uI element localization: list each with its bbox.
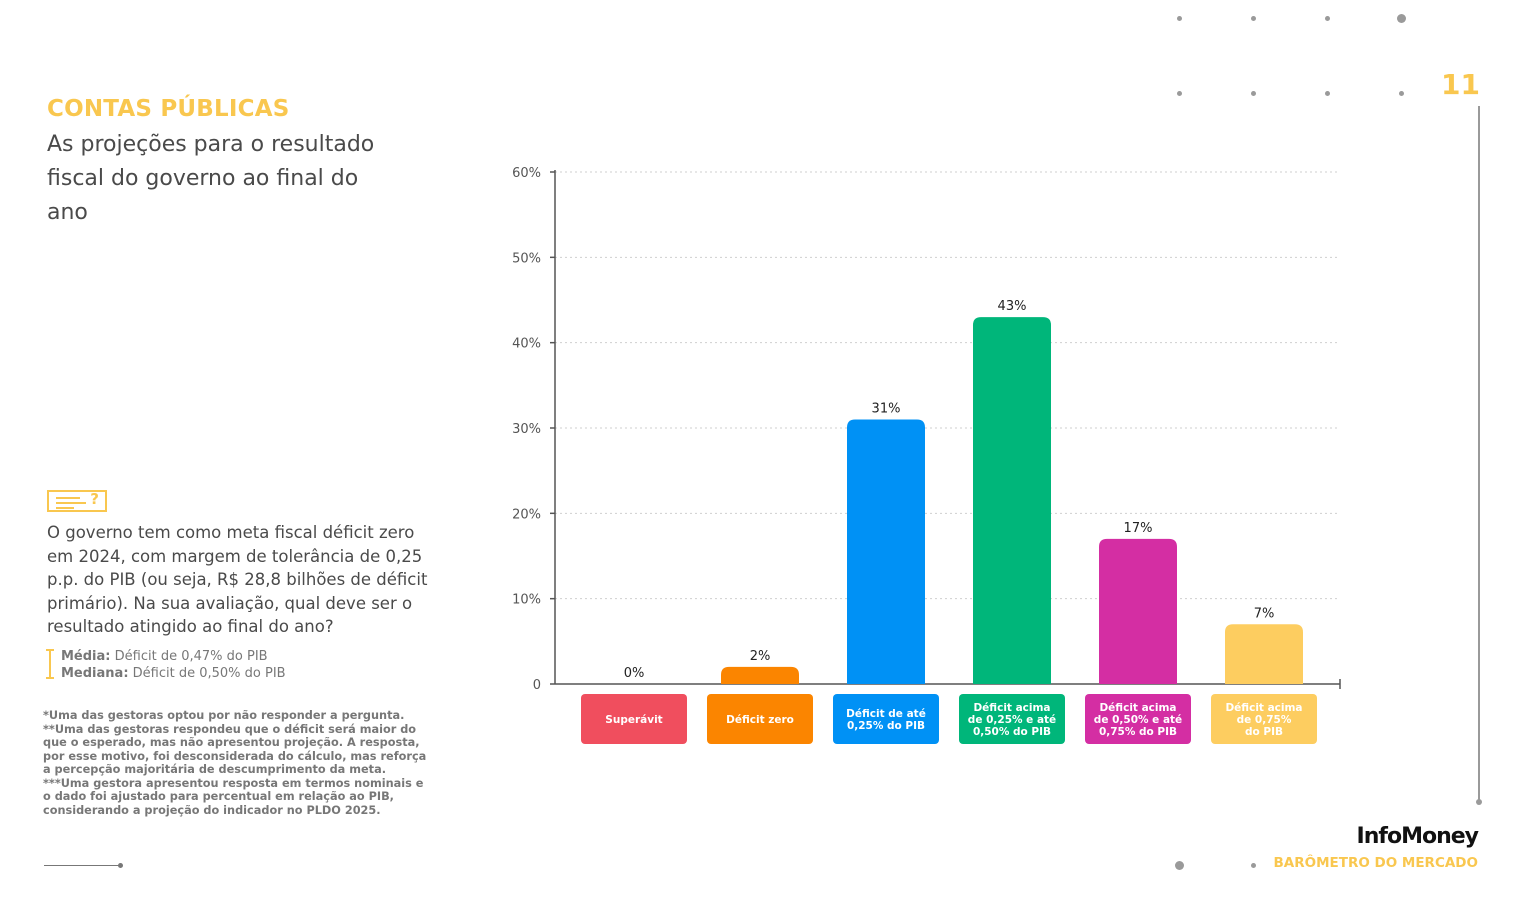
y-tick-label: 60% <box>512 166 541 181</box>
footnote: *Uma das gestoras optou por não responde… <box>43 709 405 722</box>
bar <box>847 419 925 684</box>
category-box <box>707 694 813 744</box>
decor-dot <box>1397 14 1406 23</box>
decor-dot <box>1251 863 1256 868</box>
decorative-vertical-line <box>1476 106 1482 805</box>
footnotes: *Uma das gestoras optou por não responde… <box>43 709 433 817</box>
median-label: Mediana: <box>61 666 129 681</box>
bar <box>1099 538 1177 684</box>
decor-dot <box>1177 16 1182 21</box>
x-tick-label: Déficit acima de 0,50% e até 0,75% do PIB <box>1094 702 1182 738</box>
category-box <box>833 694 939 744</box>
decorative-line <box>44 863 123 868</box>
y-tick-label: 10% <box>512 593 541 608</box>
x-tick-label-line: Déficit zero <box>726 714 794 726</box>
mean-value: Déficit de 0,47% do PIB <box>114 649 268 664</box>
decor-dot <box>1251 16 1256 21</box>
data-label: 7% <box>1254 606 1275 621</box>
decor-dot <box>1325 91 1330 96</box>
survey-question: O governo tem como meta fiscal déficit z… <box>47 523 428 636</box>
page-number: 11 <box>1441 68 1480 101</box>
section-title: CONTAS PÚBLICAS <box>47 96 290 122</box>
x-tick-label-line: Déficit de até <box>846 708 926 720</box>
x-tick-label-line: Déficit acima <box>1099 702 1176 714</box>
y-tick-label: 0 <box>533 678 541 693</box>
question-note-icon: ? <box>47 490 107 512</box>
x-tick-label: Superávit <box>605 714 662 726</box>
x-tick-label-line: de 0,50% e até <box>1094 714 1182 726</box>
bar <box>973 317 1051 684</box>
y-tick-label: 50% <box>512 251 541 266</box>
x-tick-label-line: de 0,75% <box>1237 714 1292 726</box>
category-box <box>1085 694 1191 744</box>
data-label: 2% <box>750 649 771 664</box>
x-tick-label-line: Superávit <box>605 714 662 726</box>
x-tick-label-line: 0,75% do PIB <box>1099 726 1177 738</box>
x-tick-label-line: 0,25% do PIB <box>847 720 925 732</box>
x-tick-label: Déficit zero <box>726 714 794 726</box>
x-tick-label: Déficit de até 0,25% do PIB <box>846 708 926 732</box>
x-tick-label-line: de 0,25% e até <box>968 714 1056 726</box>
category-box <box>1211 694 1317 744</box>
data-label: 31% <box>872 401 901 416</box>
category-box <box>959 694 1065 744</box>
mean-label: Média: <box>61 649 111 664</box>
bar <box>1225 624 1303 684</box>
y-tick-label: 30% <box>512 422 541 437</box>
decor-dot <box>1325 16 1330 21</box>
footnote: ***Uma gestora apresentou resposta em te… <box>43 776 424 817</box>
category-box <box>581 694 687 744</box>
bar <box>721 666 799 684</box>
publication-name: BARÔMETRO DO MERCADO <box>1273 855 1478 871</box>
median-value: Déficit de 0,50% do PIB <box>132 666 286 681</box>
summary-stats: Média: Déficit de 0,47% do PIB Mediana: … <box>46 648 286 682</box>
decor-dot <box>1177 91 1182 96</box>
y-tick-label: 40% <box>512 337 541 352</box>
x-tick-label-line: 0,50% do PIB <box>973 726 1051 738</box>
x-tick-label-line: Déficit acima <box>973 702 1050 714</box>
x-tick-label: Déficit acima de 0,75% do PIB <box>1225 702 1302 738</box>
page-subtitle: As projeções para o resultado fiscal do … <box>47 132 375 225</box>
y-tick-label: 20% <box>512 507 541 522</box>
decor-dot <box>1175 861 1184 870</box>
decor-dot <box>1251 91 1256 96</box>
data-label: 0% <box>624 666 645 681</box>
x-tick-label-line: Déficit acima <box>1225 702 1302 714</box>
data-label: 17% <box>1124 521 1153 536</box>
data-label: 43% <box>998 299 1027 314</box>
footnote: **Uma das gestoras respondeu que o défic… <box>43 722 427 777</box>
x-tick-label-line: do PIB <box>1245 726 1283 738</box>
decor-dot <box>1399 91 1404 96</box>
x-tick-label: Déficit acima de 0,25% e até 0,50% do PIB <box>968 702 1056 738</box>
brand-logo: InfoMoney <box>1356 824 1479 849</box>
